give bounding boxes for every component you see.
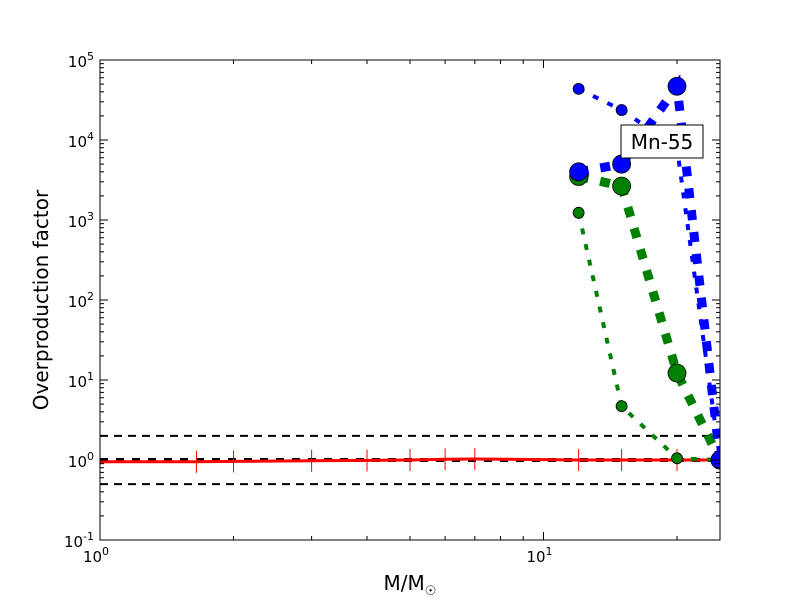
series-line xyxy=(576,212,720,462)
series-line xyxy=(100,457,720,464)
series-line xyxy=(577,172,720,462)
y-axis-label: Overproduction factor xyxy=(29,189,53,410)
data-point xyxy=(572,206,585,219)
data-point xyxy=(667,363,687,383)
data-point xyxy=(615,104,628,116)
y-tick-label: 103 xyxy=(68,210,94,231)
y-tick-label: 104 xyxy=(68,130,94,151)
data-point xyxy=(671,452,683,465)
x-axis-label: M/M☉ xyxy=(384,571,437,599)
annotation-label: Mn-55 xyxy=(631,130,694,154)
y-tick-label: 101 xyxy=(68,370,94,391)
x-tick-label: 101 xyxy=(526,545,552,566)
series-solar-reference xyxy=(100,447,720,473)
y-tick-label: 100 xyxy=(68,450,94,471)
data-point xyxy=(572,82,585,95)
y-tick-label: 10-1 xyxy=(64,530,94,551)
data-point xyxy=(667,76,687,96)
data-point xyxy=(612,176,632,196)
x-tick-label: 100 xyxy=(83,545,109,566)
y-tick-label: 105 xyxy=(68,50,94,71)
data-point xyxy=(569,162,589,182)
annotation-box: Mn-55 xyxy=(620,124,704,159)
y-tick-label: 102 xyxy=(68,290,94,311)
data-point xyxy=(615,400,628,413)
